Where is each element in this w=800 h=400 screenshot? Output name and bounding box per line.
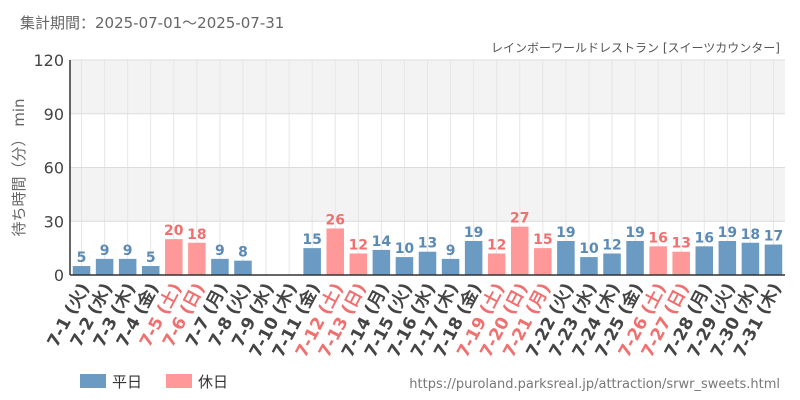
bar <box>211 258 229 275</box>
bar <box>234 260 252 275</box>
y-tick-label: 60 <box>44 159 64 178</box>
data-label: 9 <box>123 243 133 259</box>
legend-swatch-holiday <box>166 374 192 388</box>
data-label: 19 <box>556 225 575 241</box>
bar <box>672 251 690 275</box>
bar <box>603 253 621 275</box>
bar <box>510 226 529 275</box>
bar-series <box>72 226 783 275</box>
bar <box>626 240 644 275</box>
bar <box>441 258 460 275</box>
bar <box>165 239 183 275</box>
data-label: 19 <box>625 225 644 241</box>
data-label: 18 <box>187 227 206 243</box>
data-label: 19 <box>718 225 737 241</box>
data-label: 16 <box>695 230 714 246</box>
data-label: 9 <box>215 243 225 259</box>
bar <box>764 244 783 275</box>
legend-label-weekday: 平日 <box>112 373 142 391</box>
legend-swatch-weekday <box>80 374 106 388</box>
data-label: 16 <box>648 230 667 246</box>
bar <box>741 242 760 275</box>
legend-label-holiday: 休日 <box>198 373 228 391</box>
bar <box>188 242 206 275</box>
y-axis-ticks: 0 30 60 90 120 <box>33 51 64 285</box>
legend: 平日 休日 <box>80 373 228 391</box>
bar <box>395 257 414 275</box>
data-label: 18 <box>741 227 760 243</box>
period-label: 集計期間：2025-07-01～2025-07-31 <box>20 14 284 32</box>
data-label: 12 <box>602 238 621 254</box>
bar <box>95 258 114 275</box>
bar <box>580 257 598 275</box>
data-label: 10 <box>579 241 599 257</box>
data-label: 17 <box>764 229 783 245</box>
y-tick-label: 120 <box>33 51 64 70</box>
bar <box>534 248 552 275</box>
x-axis-ticks: 7-1 (火)7-2 (水)7-3 (木)7-4 (金)7-5 (土)7-6 (… <box>44 279 786 360</box>
data-label: 5 <box>77 250 87 266</box>
bar <box>649 246 667 275</box>
horizontal-gridlines <box>70 59 785 276</box>
data-label: 27 <box>510 211 529 227</box>
bar <box>372 249 391 275</box>
data-label: 15 <box>533 232 552 248</box>
data-label: 26 <box>325 212 344 228</box>
data-label: 10 <box>395 241 415 257</box>
bar <box>557 240 575 275</box>
bar <box>118 258 137 275</box>
bar <box>695 246 714 275</box>
bar <box>72 266 91 275</box>
y-tick-label: 90 <box>44 105 64 124</box>
y-axis-label: 待ち時間（分） min <box>10 98 28 236</box>
data-label: 12 <box>349 238 368 254</box>
y-tick-label: 30 <box>44 212 64 231</box>
bar <box>141 266 160 275</box>
data-label: 5 <box>146 250 156 266</box>
bar <box>464 240 483 275</box>
data-label: 12 <box>487 238 506 254</box>
data-label: 13 <box>418 236 437 252</box>
source-url: https://puroland.parksreal.jp/attraction… <box>409 377 780 392</box>
chart-subtitle: レインボーワールドレストラン [スイーツカウンター] <box>491 41 780 55</box>
bar <box>326 228 345 275</box>
data-label: 9 <box>446 243 456 259</box>
bar <box>418 251 437 275</box>
data-label: 9 <box>100 243 110 259</box>
data-label: 8 <box>238 245 248 261</box>
y-tick-label: 0 <box>54 266 64 285</box>
data-label: 13 <box>671 236 690 252</box>
data-label: 15 <box>302 232 321 248</box>
data-label: 19 <box>464 225 483 241</box>
bar <box>303 248 321 275</box>
data-label: 20 <box>164 223 184 239</box>
bar <box>349 253 368 275</box>
bar <box>718 240 737 275</box>
bar <box>487 253 506 275</box>
data-label: 14 <box>372 234 392 250</box>
